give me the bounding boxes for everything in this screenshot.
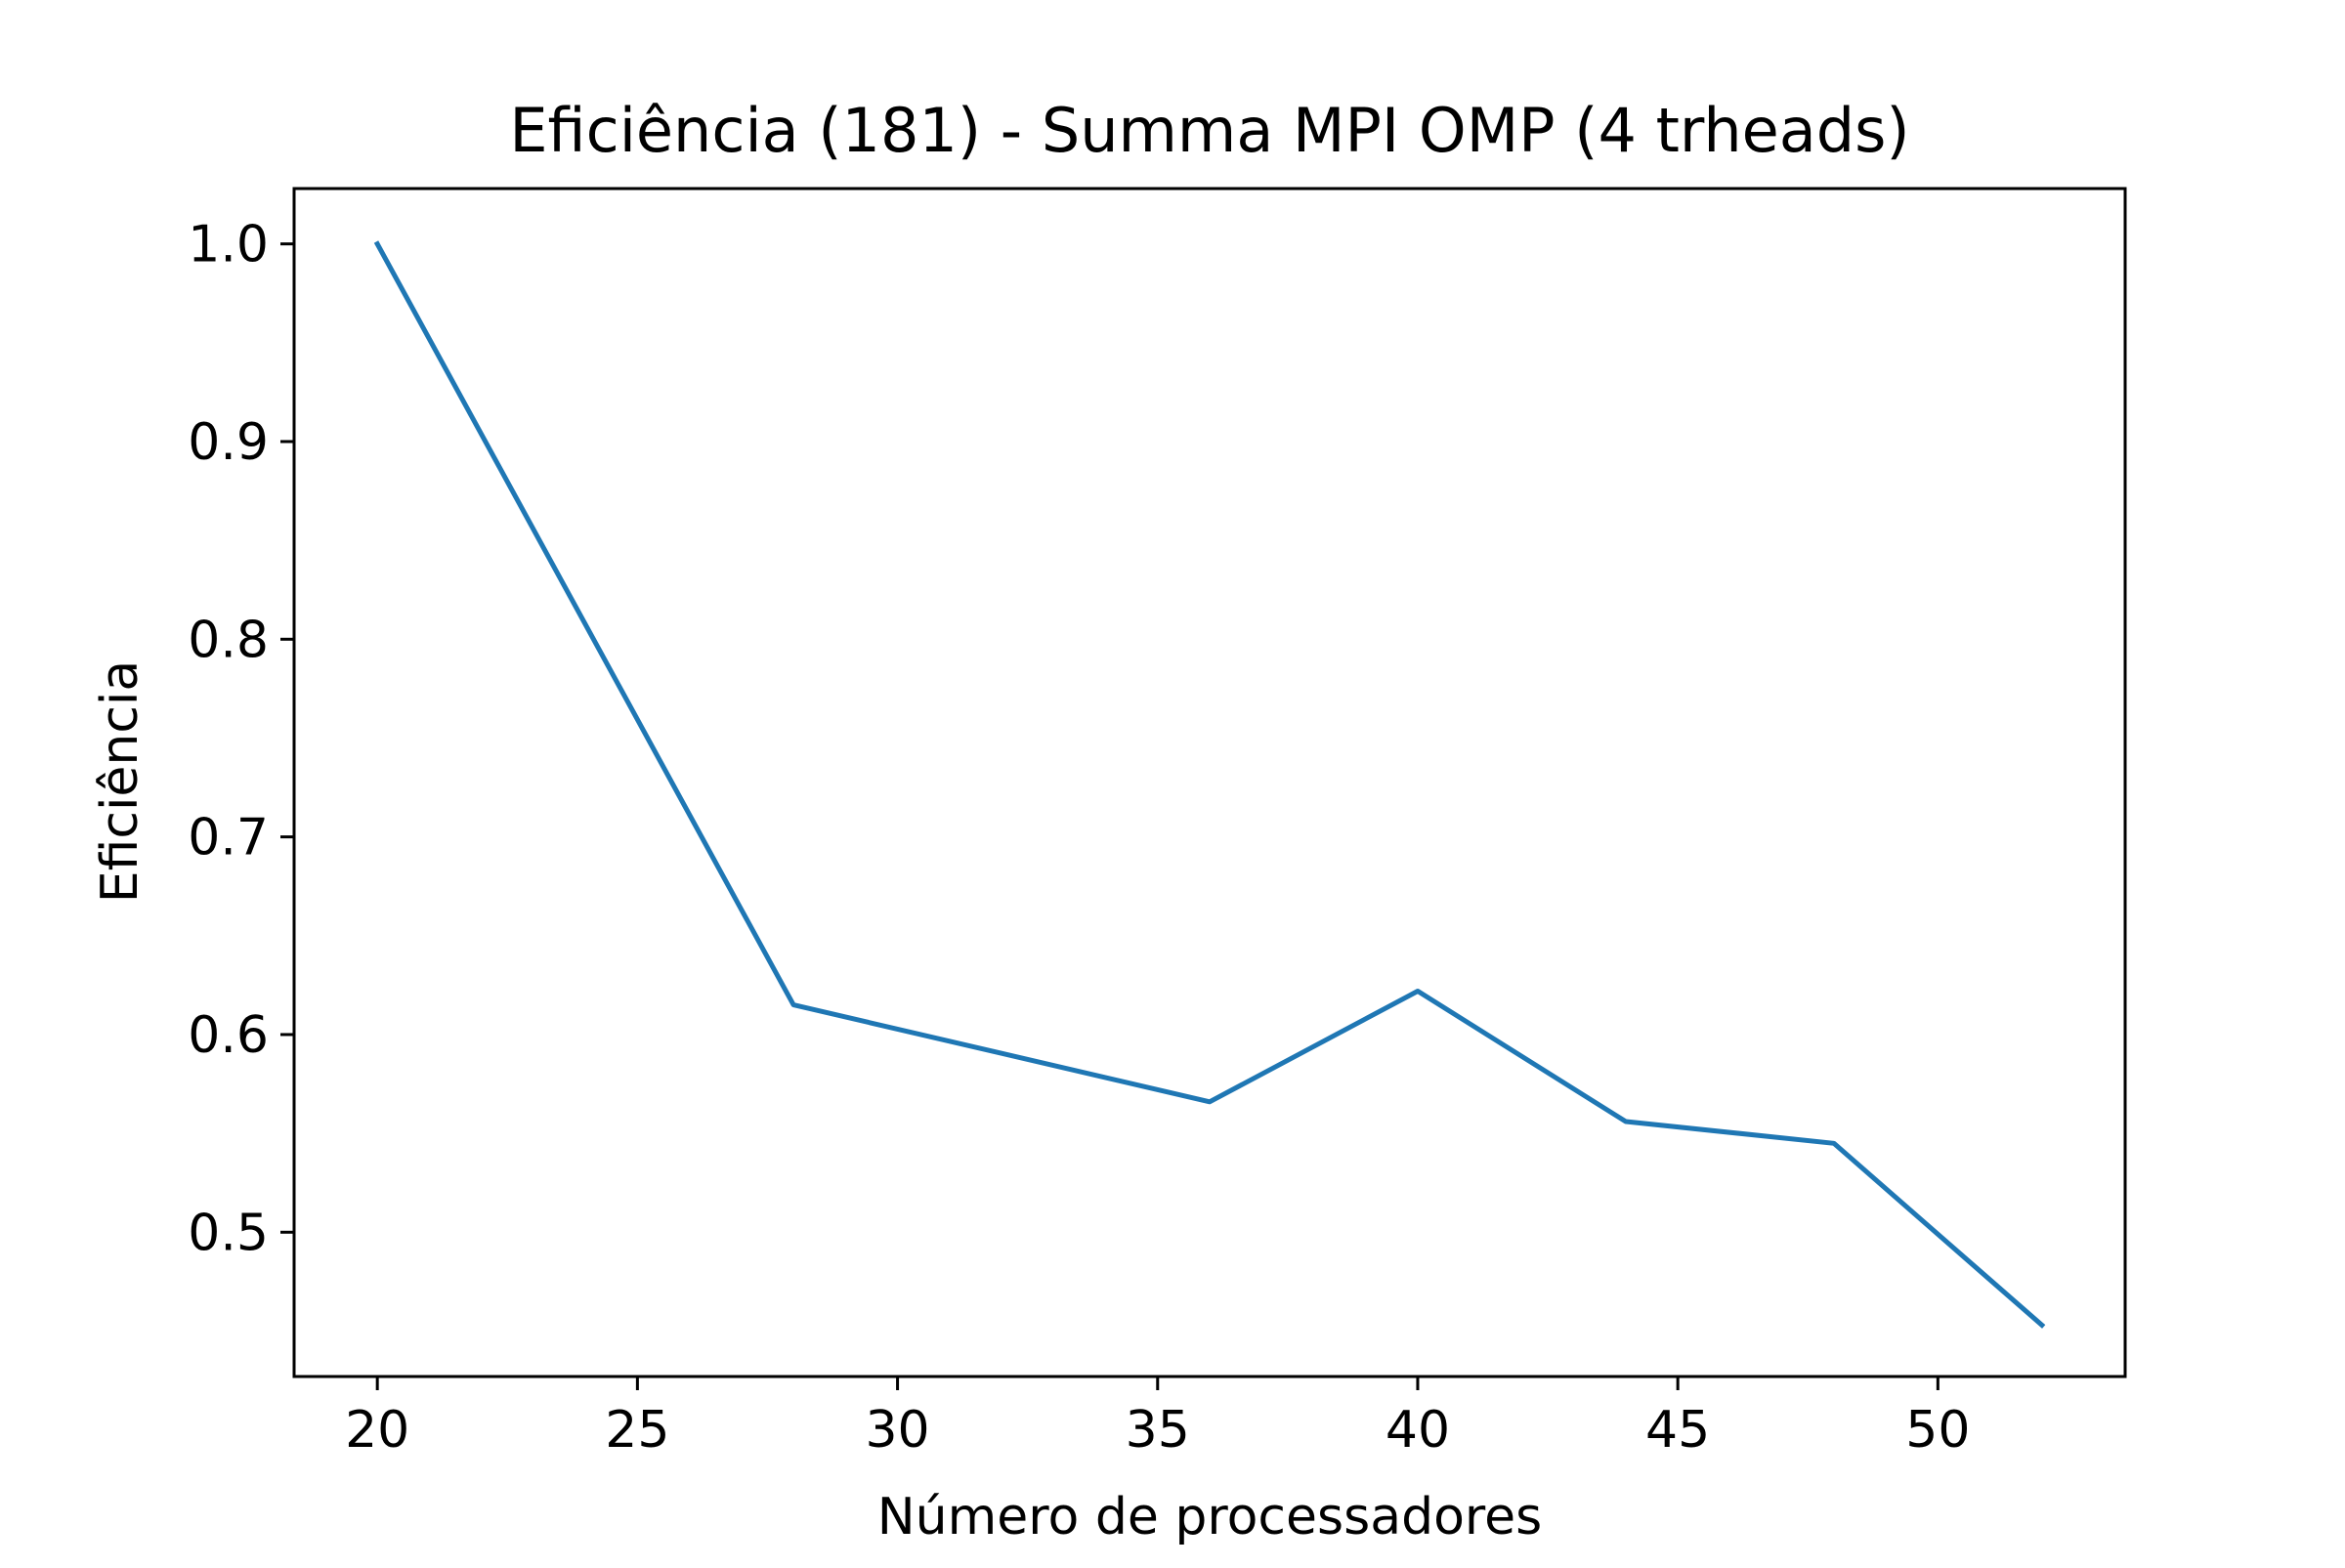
- y-axis-label: Eficiência: [91, 660, 149, 904]
- x-tick-label: 45: [1645, 1401, 1710, 1460]
- y-tick-label: 0.6: [188, 1006, 269, 1065]
- x-tick-label: 20: [345, 1401, 409, 1460]
- plot-frame: [292, 187, 2127, 1378]
- y-tick-label: 1.0: [188, 216, 269, 275]
- x-tick-label: 50: [1905, 1401, 1970, 1460]
- y-tick-label: 0.8: [188, 611, 269, 669]
- y-tick-label: 0.5: [188, 1204, 269, 1262]
- y-tick-label: 0.9: [188, 413, 269, 472]
- x-tick-label: 30: [865, 1401, 929, 1460]
- x-tick-label: 40: [1386, 1401, 1450, 1460]
- x-tick-label: 35: [1126, 1401, 1190, 1460]
- x-tick-label: 25: [605, 1401, 669, 1460]
- y-tick-label: 0.7: [188, 809, 269, 868]
- chart-title: Eficiência (181) - Summa MPI OMP (4 trhe…: [509, 95, 1909, 166]
- series-line-1: [373, 240, 2046, 1329]
- x-axis-label: Número de processadores: [877, 1488, 1542, 1547]
